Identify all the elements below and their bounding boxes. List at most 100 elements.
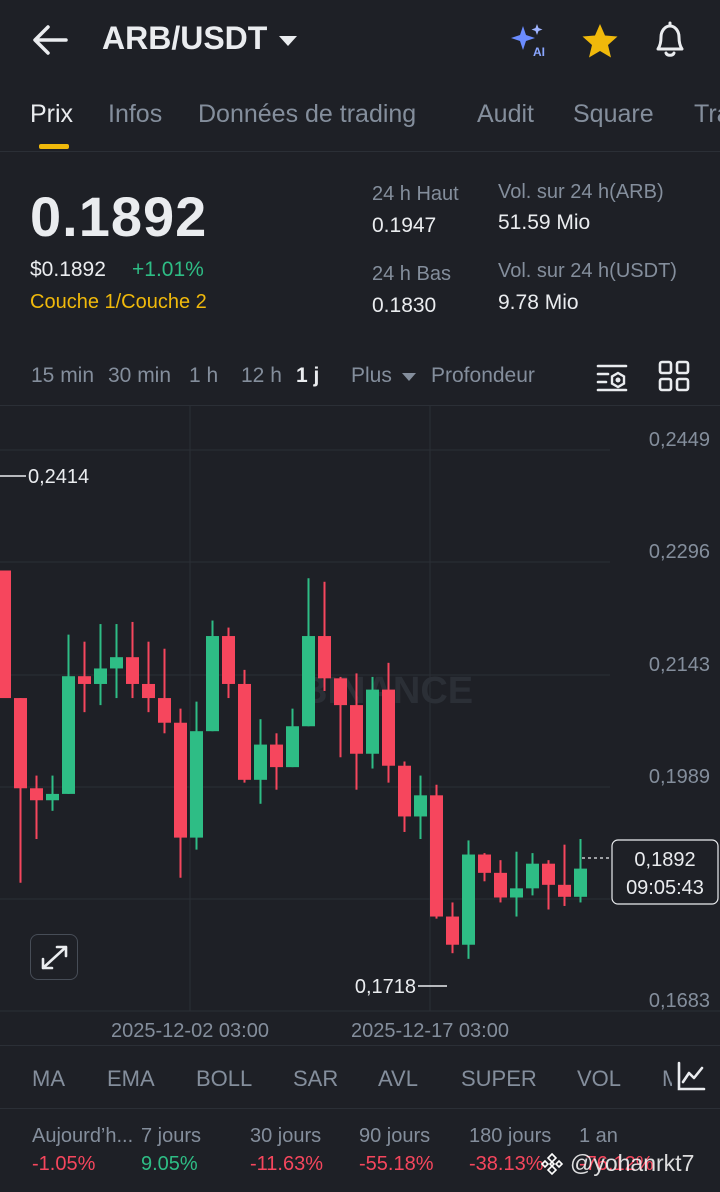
candle [94, 624, 107, 706]
candle [270, 733, 283, 790]
indicator-settings-icon[interactable] [594, 360, 630, 394]
high-24h-label: 24 h Haut [372, 183, 459, 205]
ai-sparkle-icon[interactable]: AI [509, 22, 549, 58]
indicator-overflow[interactable]: M [662, 1066, 672, 1092]
candle [478, 853, 491, 882]
current-price-box [611, 839, 719, 905]
indicator-ema[interactable]: EMA [107, 1066, 155, 1091]
candle-countdown: 09:05:43 [626, 877, 704, 899]
candle-body [62, 676, 75, 794]
y-tick-label: 0,1683 [649, 990, 710, 1012]
depth-tab[interactable]: Profondeur [431, 364, 535, 387]
indicator-boll[interactable]: BOLL [196, 1066, 253, 1091]
candle [0, 570, 11, 699]
candle-body [254, 744, 267, 780]
candle [190, 701, 203, 850]
low-24h-label: 24 h Bas [372, 263, 451, 285]
y-tick-label: 0,2143 [649, 654, 710, 676]
y-tick-label: 0,2296 [649, 541, 710, 563]
active-tab-indicator [39, 144, 69, 149]
low-24h-value: 0.1830 [372, 294, 437, 317]
interval-12h[interactable]: 12 h [241, 364, 282, 387]
volume-base-value: 51.59 Mio [498, 211, 591, 234]
indicator-avl[interactable]: AVL [378, 1066, 418, 1091]
candle-body [206, 636, 219, 732]
binance-logo-icon [540, 1152, 564, 1175]
candle [462, 840, 475, 959]
candle [574, 839, 587, 903]
perf-30d-label: 30 jours [250, 1125, 322, 1147]
volume-base-label: Vol. sur 24 h(ARB) [498, 181, 664, 203]
candle [158, 648, 171, 734]
back-arrow-icon[interactable] [30, 22, 70, 58]
volume-quote-value: 9.78 Mio [498, 291, 579, 314]
candle-body [526, 863, 539, 889]
tab-trading-overflow[interactable]: Tra [694, 100, 720, 128]
chevron-down-icon [402, 373, 416, 381]
candle [366, 676, 379, 769]
favorite-star-icon[interactable] [580, 22, 620, 60]
indicator-vol[interactable]: VOL [577, 1066, 622, 1091]
candle-body [398, 765, 411, 817]
candle-body [142, 683, 155, 699]
perf-30d-value: -11.63% [250, 1153, 324, 1175]
candle [206, 620, 219, 732]
candle [110, 624, 123, 699]
tab-infos[interactable]: Infos [108, 100, 163, 128]
candle-body [110, 657, 123, 669]
chart-canvas[interactable]: 0,2449 0,2296 0,2143 0,1989 0,1683 2025-12-02… [0, 406, 720, 1046]
pair-title: ARB/USDT [102, 20, 268, 56]
category-tag[interactable]: Couche 1/Couche 2 [30, 291, 207, 313]
candle [542, 860, 555, 910]
candle-body [334, 678, 347, 706]
notification-bell-icon[interactable] [650, 20, 690, 60]
indicator-ma[interactable]: MA [32, 1066, 65, 1091]
candle [414, 775, 427, 840]
indicator-chart-icon[interactable] [676, 1060, 706, 1092]
fullscreen-button[interactable] [30, 934, 78, 980]
grid-layout-icon[interactable] [658, 360, 690, 392]
candlestick-chart[interactable]: 0,2449 0,2296 0,2143 0,1989 0,1683 2025-12-02… [0, 405, 720, 1045]
interval-15min[interactable]: 15 min [31, 364, 95, 387]
svg-text:AI: AI [533, 45, 545, 58]
candle [30, 775, 43, 840]
indicator-sar[interactable]: SAR [293, 1066, 339, 1091]
user-watermark: @yohanrkt7 [540, 1150, 694, 1177]
candle [558, 844, 571, 906]
candle [238, 669, 251, 783]
candle-body [238, 683, 251, 780]
candle-body [126, 657, 139, 684]
watermark-username: @yohanrkt7 [570, 1150, 695, 1176]
candle-body [574, 868, 587, 897]
candle-body [270, 744, 283, 768]
current-price-label: 0,1892 [634, 849, 695, 871]
indicator-bar: MA EMA BOLL SAR AVL SUPER VOL M [0, 1045, 720, 1109]
interval-30min[interactable]: 30 min [108, 364, 172, 387]
candle [494, 860, 507, 903]
perf-today-label: Aujourd’h... [32, 1125, 134, 1147]
tab-prix[interactable]: Prix [30, 100, 74, 128]
interval-1d[interactable]: 1 j [296, 364, 320, 387]
candle-body [366, 689, 379, 754]
candle-body [14, 698, 27, 789]
indicator-super[interactable]: SUPER [461, 1066, 537, 1091]
candle-body [446, 916, 459, 945]
y-tick-label: 0,2449 [649, 429, 710, 451]
pair-selector[interactable]: ARB/USDT [102, 20, 298, 57]
candle [174, 708, 187, 878]
tab-audit[interactable]: Audit [477, 100, 534, 128]
candle [382, 662, 395, 783]
candle [510, 851, 523, 917]
tab-square[interactable]: Square [573, 100, 654, 128]
interval-1h[interactable]: 1 h [189, 364, 219, 387]
perf-1y-label: 1 an [579, 1125, 618, 1147]
candle [446, 902, 459, 954]
candle [350, 673, 363, 790]
interval-more[interactable]: Plus [351, 364, 392, 387]
candle-body [0, 570, 11, 699]
tab-trading-data[interactable]: Données de trading [198, 100, 417, 128]
candle [78, 641, 91, 713]
chevron-down-icon [279, 35, 298, 46]
top-bar: ARB/USDT AI [0, 0, 720, 80]
perf-7d-value: 9.05% [141, 1153, 198, 1175]
